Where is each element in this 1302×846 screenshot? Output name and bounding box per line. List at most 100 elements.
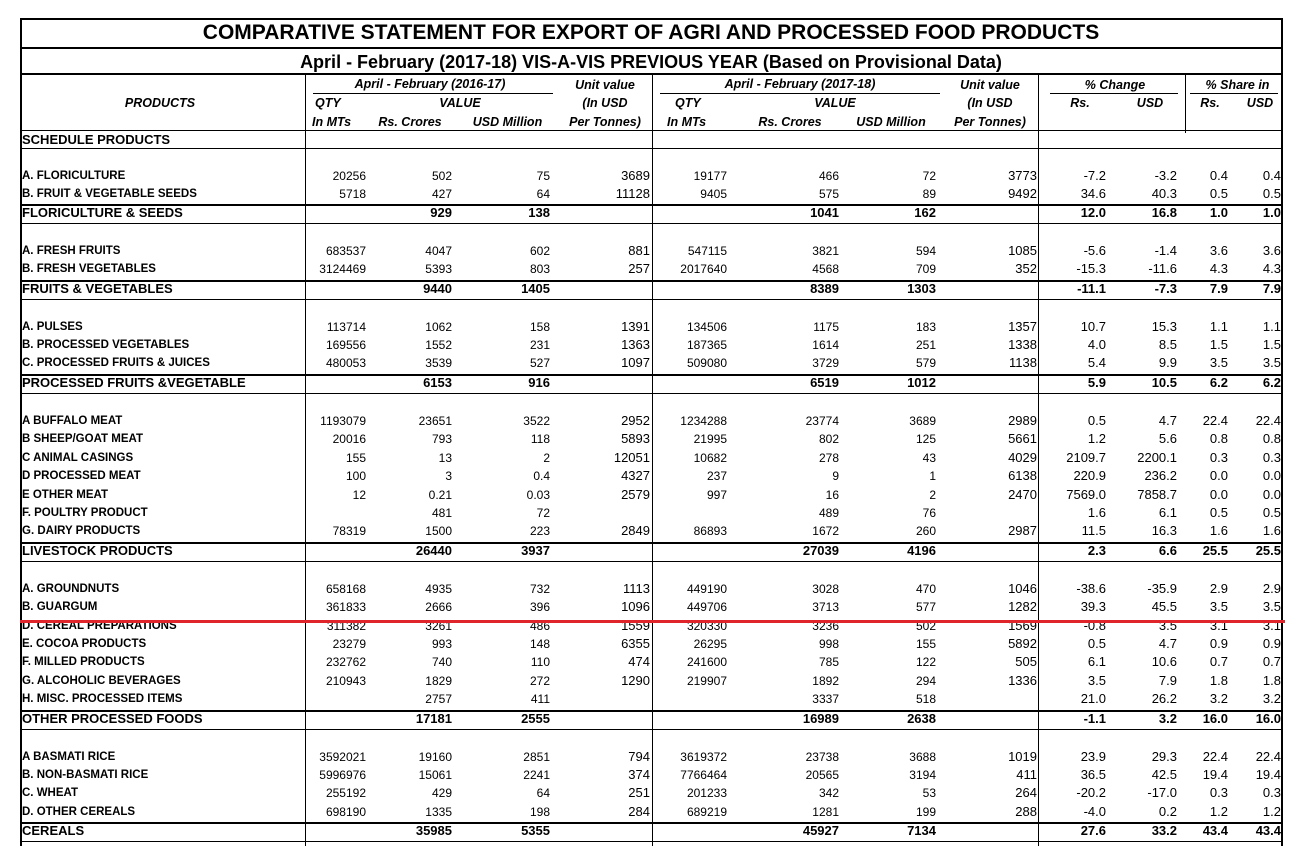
cell-value: 0.8 (1262, 431, 1281, 446)
cell-value: 25.5 (1202, 543, 1228, 558)
cell-value: 232762 (325, 655, 366, 669)
total-border-bottom (20, 223, 1283, 224)
cell-value: -1.1 (1083, 711, 1106, 726)
cell-value: 0.7 (1262, 654, 1281, 669)
row-label: H. MISC. PROCESSED ITEMS (22, 693, 183, 705)
cell-value: 4047 (425, 244, 452, 258)
cell-value: 449190 (686, 582, 727, 596)
cell-value: 23279 (332, 637, 366, 651)
cell-value: 2952 (621, 413, 650, 428)
cell-value: 1234288 (680, 414, 727, 428)
cell-value: 1096 (621, 599, 650, 614)
period-prev-header: April - February (2016-17) (354, 77, 506, 91)
cell-value: 5996976 (319, 768, 366, 782)
cell-value: 7569.0 (1066, 487, 1106, 502)
cell-value: 0.9 (1209, 636, 1228, 651)
cell-value: 284 (628, 804, 650, 819)
row-label: E OTHER MEAT (22, 489, 109, 501)
cell-value: 21.0 (1080, 691, 1106, 706)
total-border-top (20, 822, 1283, 824)
total-border-bottom (20, 393, 1283, 394)
underline-pct-share (1190, 93, 1278, 94)
cell-value: -35.9 (1147, 581, 1177, 596)
col-divider-change (1185, 75, 1186, 133)
cell-value: 361833 (325, 600, 366, 614)
row-label: PROCESSED FRUITS &VEGETABLE (22, 375, 246, 390)
pct-change-usd-header: USD (1136, 96, 1164, 110)
cell-value: 509080 (686, 356, 727, 370)
cell-value: 138 (528, 205, 550, 220)
border-right (1281, 18, 1283, 846)
products-header: PRODUCTS (124, 96, 196, 110)
cell-value: 23651 (418, 414, 452, 428)
cell-value: -20.2 (1076, 785, 1106, 800)
cell-value: 16.0 (1255, 711, 1281, 726)
cell-value: 53 (922, 786, 936, 800)
unit-value-curr-3: Per Tonnes) (954, 115, 1026, 129)
cell-value: 12 (352, 488, 366, 502)
cell-value: 1357 (1008, 319, 1037, 334)
cell-value: 474 (628, 654, 650, 669)
cell-value: 0.2 (1158, 804, 1177, 819)
cell-value: 1.5 (1209, 337, 1228, 352)
cell-value: 169556 (325, 338, 366, 352)
pct-share-header: % Share in (1205, 78, 1270, 92)
cell-value: 237 (706, 469, 727, 483)
row-label: E. COCOA PRODUCTS (22, 638, 147, 650)
cell-value: 342 (818, 786, 839, 800)
cell-value: 39.3 (1080, 599, 1106, 614)
row-label: OTHER PROCESSED FOODS (22, 711, 203, 726)
row-label: D. CEREAL PREPARATIONS (22, 620, 177, 632)
cell-value: 1041 (810, 205, 839, 220)
highlight-line (20, 620, 1285, 623)
cell-value: 0.0 (1209, 468, 1228, 483)
row-label: B. FRUIT & VEGETABLE SEEDS (22, 188, 197, 200)
col-divider-products (305, 75, 306, 846)
cell-value: -4.0 (1083, 804, 1106, 819)
cell-value: 2 (543, 451, 550, 465)
cell-value: 2.9 (1209, 581, 1228, 596)
cell-value: 411 (1016, 767, 1037, 782)
cell-value: 0.7 (1209, 654, 1228, 669)
section-title: SCHEDULE PRODUCTS (22, 132, 171, 147)
cell-value: 1335 (425, 805, 452, 819)
cell-value: -15.3 (1076, 261, 1106, 276)
border-left (20, 18, 22, 846)
cell-value: 1.8 (1262, 673, 1281, 688)
cell-value: 5.4 (1087, 355, 1106, 370)
cell-value: 183 (915, 320, 936, 334)
cell-value: 89 (922, 187, 936, 201)
cell-value: 997 (706, 488, 727, 502)
cell-value: 26.2 (1151, 691, 1177, 706)
cell-value: 7.9 (1158, 673, 1177, 688)
cell-value: 155 (345, 451, 366, 465)
cell-value: 2989 (1008, 413, 1037, 428)
cell-value: 5393 (425, 262, 452, 276)
cell-value: 86893 (693, 524, 727, 538)
cell-value: 1113 (623, 581, 650, 596)
cell-value: 1.2 (1209, 804, 1228, 819)
cell-value: 223 (529, 524, 550, 538)
cell-value: 16.8 (1151, 205, 1177, 220)
cell-value: 4.7 (1158, 413, 1177, 428)
cell-value: 1.1 (1262, 319, 1281, 334)
cell-value: 294 (915, 674, 936, 688)
cell-value: 100 (345, 469, 366, 483)
cell-value: 0.03 (526, 488, 550, 502)
cell-value: 689219 (686, 805, 727, 819)
row-label: FLORICULTURE & SEEDS (22, 205, 183, 220)
row-label: B. PROCESSED VEGETABLES (22, 339, 190, 351)
cell-value: 36.5 (1080, 767, 1106, 782)
cell-value: 10.6 (1151, 654, 1177, 669)
cell-value: 9492 (1008, 186, 1037, 201)
cell-value: 1303 (907, 281, 936, 296)
cell-value: 4327 (621, 468, 650, 483)
row-label: FRUITS & VEGETABLES (22, 281, 173, 296)
cell-value: 148 (529, 637, 550, 651)
row-label: C. WHEAT (22, 787, 79, 799)
cell-value: 1062 (425, 320, 452, 334)
cell-value: 3.5 (1087, 673, 1106, 688)
cell-value: 2.9 (1262, 581, 1281, 596)
cell-value: 466 (818, 169, 839, 183)
cell-value: 2241 (523, 768, 550, 782)
